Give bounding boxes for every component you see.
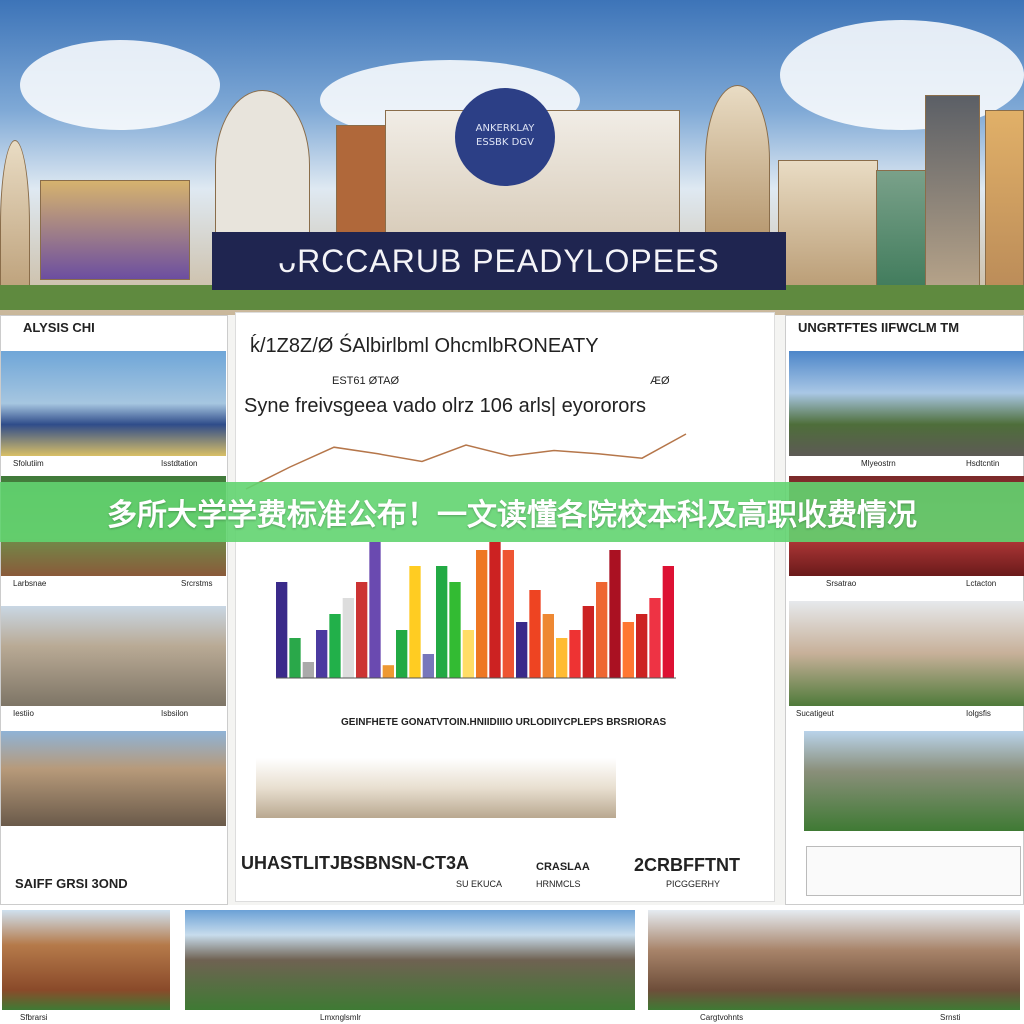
building xyxy=(705,85,770,235)
chart-bar xyxy=(422,654,434,678)
thumbnail-image[interactable] xyxy=(1,731,226,826)
infographic-panel: ḱ/1Z8Z/Ø ŚAlbirlbml OhcmlbRONEATY EST61 … xyxy=(235,312,775,902)
cloud xyxy=(780,20,1024,130)
chart-bar xyxy=(636,614,648,678)
chart-bar xyxy=(329,614,341,678)
chart-bar xyxy=(369,542,381,678)
building xyxy=(336,125,386,235)
caption: Iolgsfis xyxy=(966,709,991,718)
chart-bar xyxy=(662,566,674,678)
chart-bar xyxy=(316,630,328,678)
chart-bar xyxy=(356,582,368,678)
caption: Isstdtation xyxy=(161,459,198,468)
chart-bar xyxy=(556,638,568,678)
header-title-banner: ᴗRCCARUB PEADYLOPEES xyxy=(212,232,786,290)
left-top-label: ALYSIS CHI xyxy=(23,320,95,335)
caption: Hsdtcntin xyxy=(966,459,1000,468)
left-column: ALYSIS CHI Sfolutiim Isstdtation Larbsna… xyxy=(0,315,228,905)
chart-bar xyxy=(449,582,461,678)
skyline-sketch xyxy=(256,758,616,818)
chart-bar xyxy=(516,622,528,678)
chart-bar xyxy=(582,606,594,678)
small-label: EST61 ØTAØ xyxy=(332,375,400,387)
chart-bar xyxy=(489,542,501,678)
caption: Srsatrao xyxy=(826,579,857,588)
university-seal-logo: ANKERKLAY ESSBK DGV xyxy=(455,88,555,186)
chart-bar xyxy=(622,622,634,678)
building xyxy=(40,180,190,280)
building xyxy=(0,140,30,310)
building xyxy=(985,110,1024,300)
icon-strip xyxy=(806,846,1021,896)
footer-heading-left: UHASTLITJBSBNSN-CT3A xyxy=(241,853,470,873)
caption: Larbsnae xyxy=(13,579,47,588)
chart-bar xyxy=(302,662,314,678)
chart-bar xyxy=(396,630,408,678)
building xyxy=(215,90,310,240)
caption: Cargtvohnts xyxy=(700,1013,744,1022)
thumbnail-image[interactable] xyxy=(2,910,170,1010)
chart-bar xyxy=(529,590,541,678)
headline-banner: 多所大学学费标准公布！一文读懂各院校本科及高职收费情况 xyxy=(0,482,1024,542)
chart-bar xyxy=(342,598,354,678)
building xyxy=(925,95,980,295)
caption: Lctacton xyxy=(966,579,997,588)
chart-trend-line xyxy=(245,433,687,490)
caption: Mlyeostrn xyxy=(861,459,896,468)
bar-chart xyxy=(245,433,687,679)
footer-sub: PICGGERHY xyxy=(666,879,721,889)
thumbnail-image[interactable] xyxy=(804,731,1024,831)
thumbnail-image[interactable] xyxy=(789,601,1024,706)
logo-text: ANKERKLAY xyxy=(475,123,535,134)
chart-bar xyxy=(502,550,514,678)
chart-bar xyxy=(596,582,608,678)
infographic-subheading: Syne freivsgeea vado olrz 106 arls| eyor… xyxy=(244,395,647,417)
footer-heading-right: 2CRBFFTNT xyxy=(634,855,740,875)
chart-bar xyxy=(649,598,661,678)
left-bottom-label: SAIFF GRSI 3OND xyxy=(15,876,128,891)
chart-bar xyxy=(436,566,448,678)
caption: Isbsilon xyxy=(161,709,189,718)
chart-bar xyxy=(569,630,581,678)
right-column: UNGRTFTES IIFWCLM TM Mlyeostrn Hsdtcntin… xyxy=(785,315,1024,905)
bottom-gallery: Sfbrarsi Lmxnglsmlr Cargtvohnts Srnsti xyxy=(0,905,1024,1024)
chart-bar xyxy=(476,550,488,678)
thumbnail-image[interactable] xyxy=(789,351,1024,456)
infographic-heading: ḱ/1Z8Z/Ø ŚAlbirlbml OhcmlbRONEATY xyxy=(250,335,599,357)
caption: Srcrstms xyxy=(181,579,213,588)
caption: Sfolutiim xyxy=(13,459,44,468)
caption: Sfbrarsi xyxy=(20,1013,48,1022)
right-top-label: UNGRTFTES IIFWCLM TM xyxy=(798,320,960,335)
chart-bar xyxy=(542,614,554,678)
thumbnail-image[interactable] xyxy=(1,606,226,706)
thumbnail-image[interactable] xyxy=(1,351,226,456)
footer-sub: SU EKUCA xyxy=(456,879,503,889)
chart-bar xyxy=(409,566,421,678)
cloud xyxy=(20,40,220,130)
chart-bar xyxy=(462,630,474,678)
chart-bar xyxy=(276,582,288,678)
chart-bar xyxy=(609,550,621,678)
caption: Iestiio xyxy=(13,709,34,718)
chart-caption: GEINFHETE GONATVTOIN.HNIIDIIIO URLODIIYC… xyxy=(341,717,667,728)
footer-sub: HRNMCLS xyxy=(536,879,581,889)
caption: Sucatigeut xyxy=(796,709,834,718)
building xyxy=(876,170,926,295)
caption: Lmxnglsmlr xyxy=(320,1013,361,1022)
chart-bar xyxy=(382,665,394,678)
footer-heading-mid: CRASLAA xyxy=(536,861,590,873)
small-label: ÆØ xyxy=(650,375,670,387)
chart-bar xyxy=(289,638,301,678)
caption: Srnsti xyxy=(940,1013,961,1022)
logo-text: ESSBK DGV xyxy=(476,137,534,148)
thumbnail-image[interactable] xyxy=(185,910,635,1010)
thumbnail-image[interactable] xyxy=(648,910,1020,1010)
building xyxy=(778,160,878,295)
